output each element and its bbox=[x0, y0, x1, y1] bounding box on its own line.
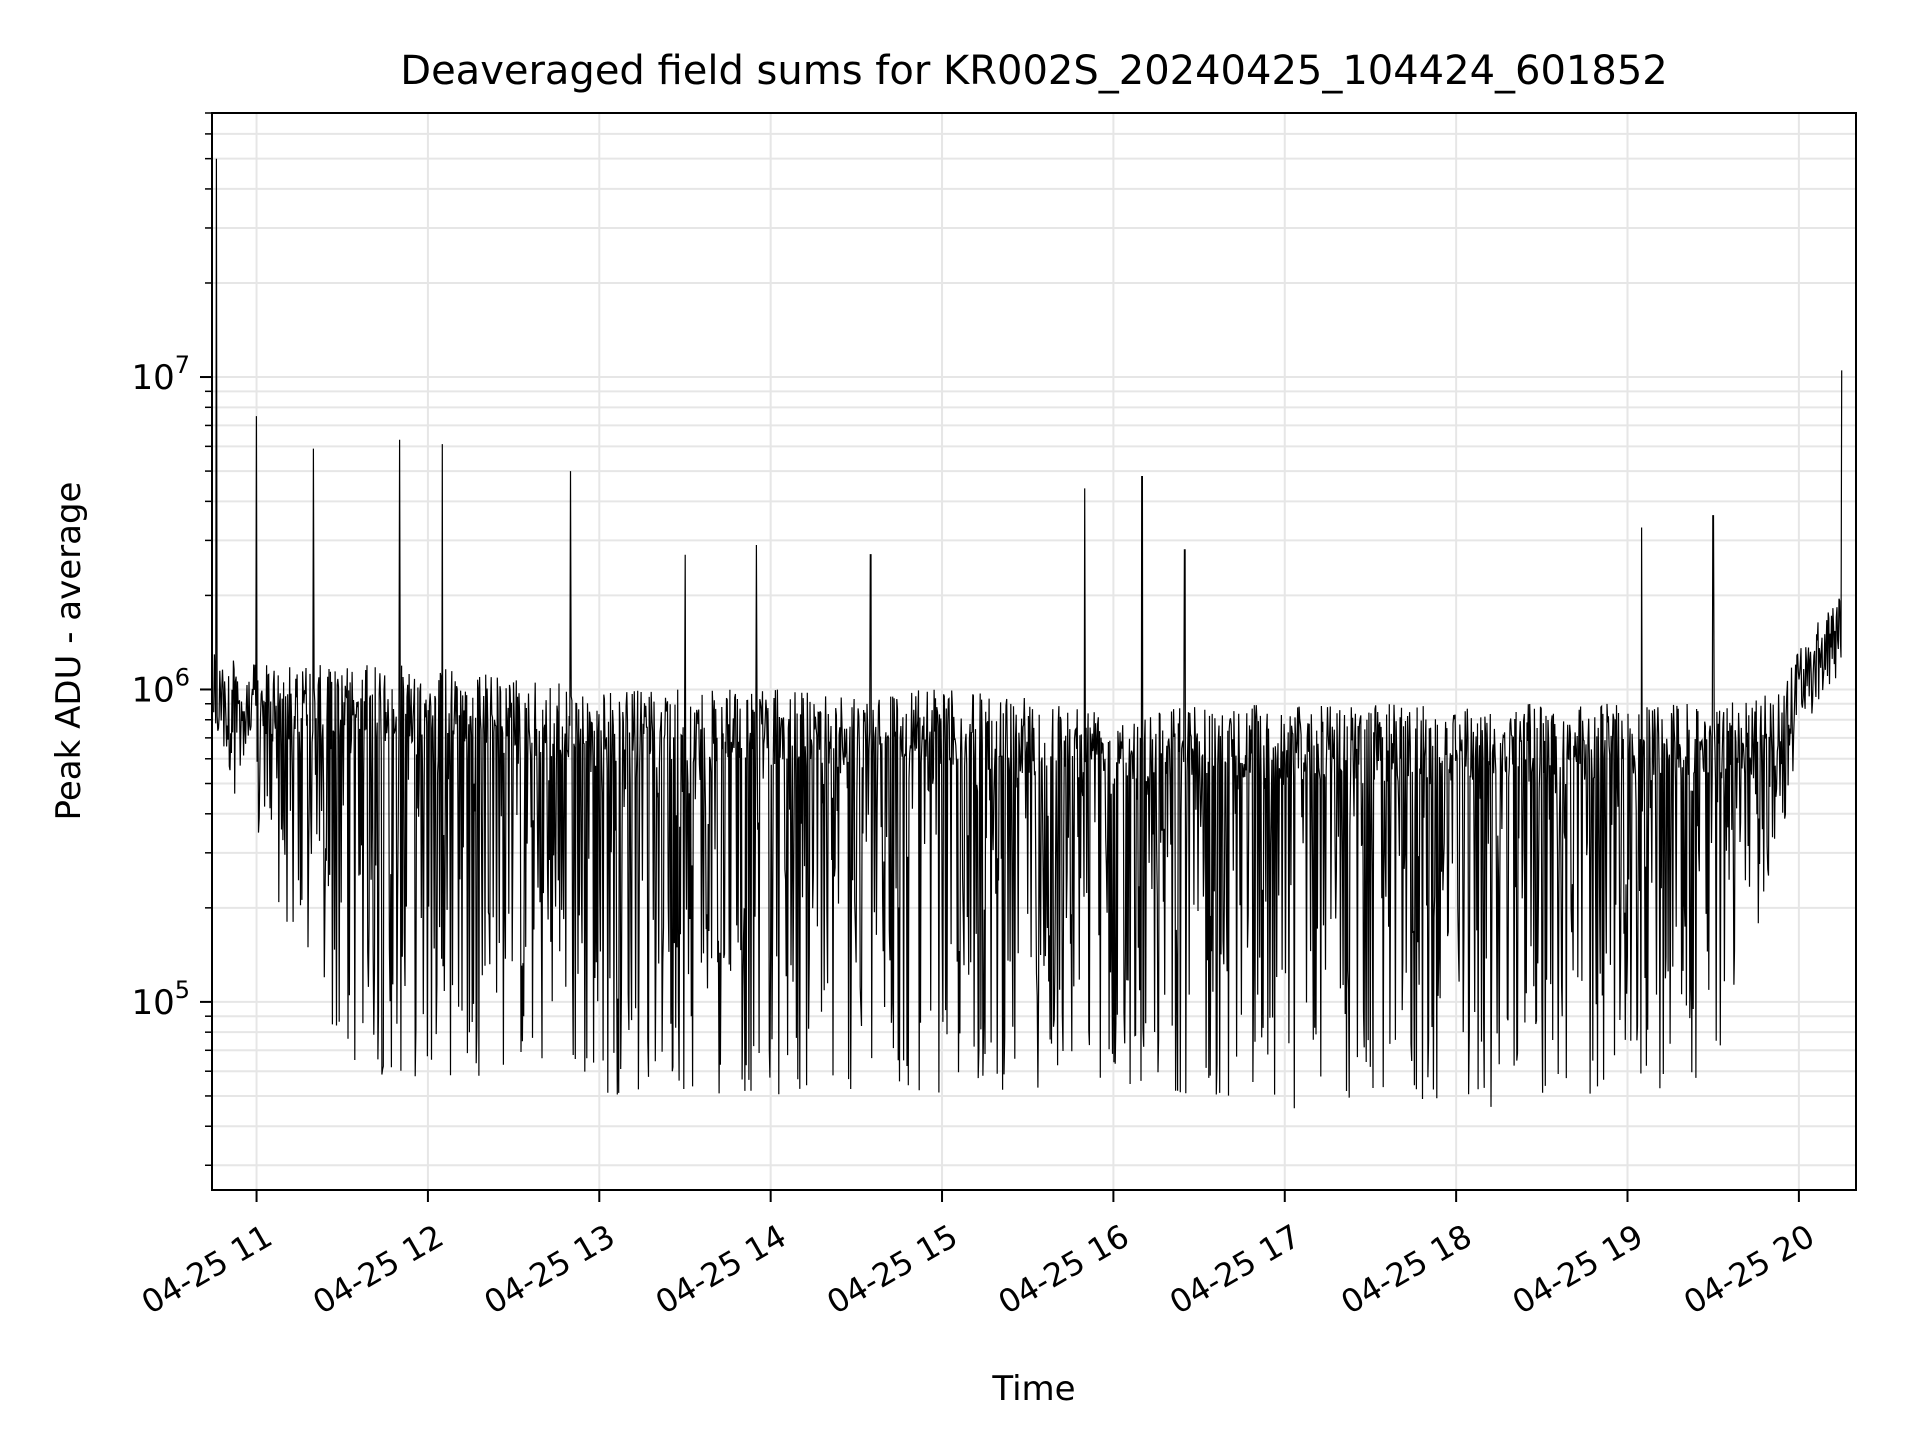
y-tick-label: 106 bbox=[131, 663, 190, 710]
y-axis-label: Peak ADU - average bbox=[49, 482, 89, 821]
chart-title: Deaveraged field sums for KR002S_2024042… bbox=[400, 48, 1667, 94]
series-path bbox=[213, 158, 1843, 1109]
y-tick-label: 107 bbox=[131, 351, 190, 398]
series-line bbox=[213, 158, 1843, 1109]
y-axis: 105 106 107 bbox=[131, 112, 212, 1167]
x-axis-label: Time bbox=[991, 1369, 1075, 1409]
plot-frame bbox=[211, 112, 1857, 1191]
y-tick-label: 105 bbox=[131, 976, 190, 1023]
